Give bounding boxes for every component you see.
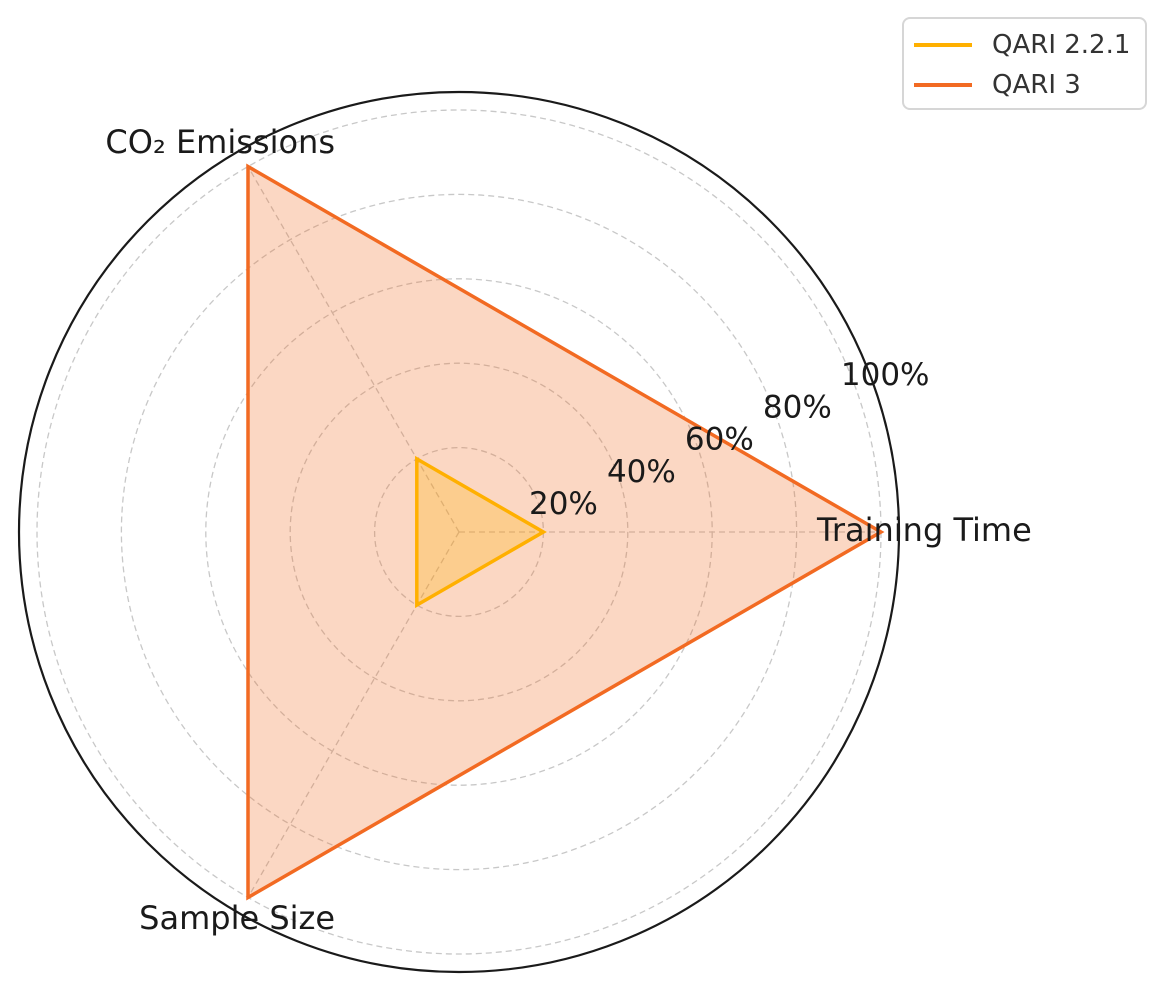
axis-labels: 20%40%60%80%100% Training Time CO₂ Emissio… [105,123,1031,937]
grid-spoke-3 [247,531,460,898]
legend-line-series-2 [914,83,972,87]
r-tick-label-3: 60% [685,422,754,458]
series-line-1 [415,455,547,609]
series-layer [246,163,885,901]
grid-circle-4 [120,193,798,871]
category-label-1: Training Time [816,511,1032,549]
r-tick-label-2: 40% [607,454,676,490]
r-tick-label-1: 20% [529,486,598,522]
legend-label-series-1: QARI 2.2.1 [992,30,1131,60]
legend-line-series-1 [914,43,972,47]
legend-label-series-2: QARI 3 [992,70,1081,100]
polar-frame [17,90,901,974]
series-area-1 [416,458,544,606]
grid-circle-2 [289,362,629,702]
legend-item-series-2: QARI 3 [914,65,1081,105]
r-tick-label-5: 100% [841,357,930,393]
series-line-2 [246,163,885,901]
legend: QARI 2.2.1 QARI 3 [902,17,1147,110]
category-label-2: CO₂ Emissions [105,123,335,161]
series-area-2 [248,166,881,898]
category-label-3: Sample Size [139,899,335,937]
r-tick-label-4: 80% [763,389,832,425]
grid-spoke-2 [247,166,460,533]
legend-item-series-1: QARI 2.2.1 [914,25,1130,65]
